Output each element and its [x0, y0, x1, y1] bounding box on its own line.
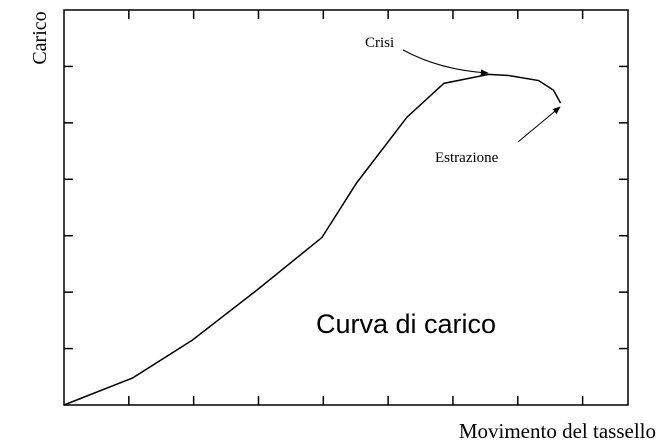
annotation-arrow	[517, 106, 561, 143]
annotation: Estrazione	[435, 150, 499, 166]
annotation-arrow	[402, 49, 489, 76]
line	[63, 73, 562, 406]
annotation: Crisi	[365, 35, 394, 51]
legend-label: Curva di carico	[316, 309, 496, 339]
x-axis-label: Movimento del tassello	[459, 419, 656, 443]
y-axis-label: Carico	[29, 11, 51, 64]
plot-frame	[63, 9, 629, 406]
